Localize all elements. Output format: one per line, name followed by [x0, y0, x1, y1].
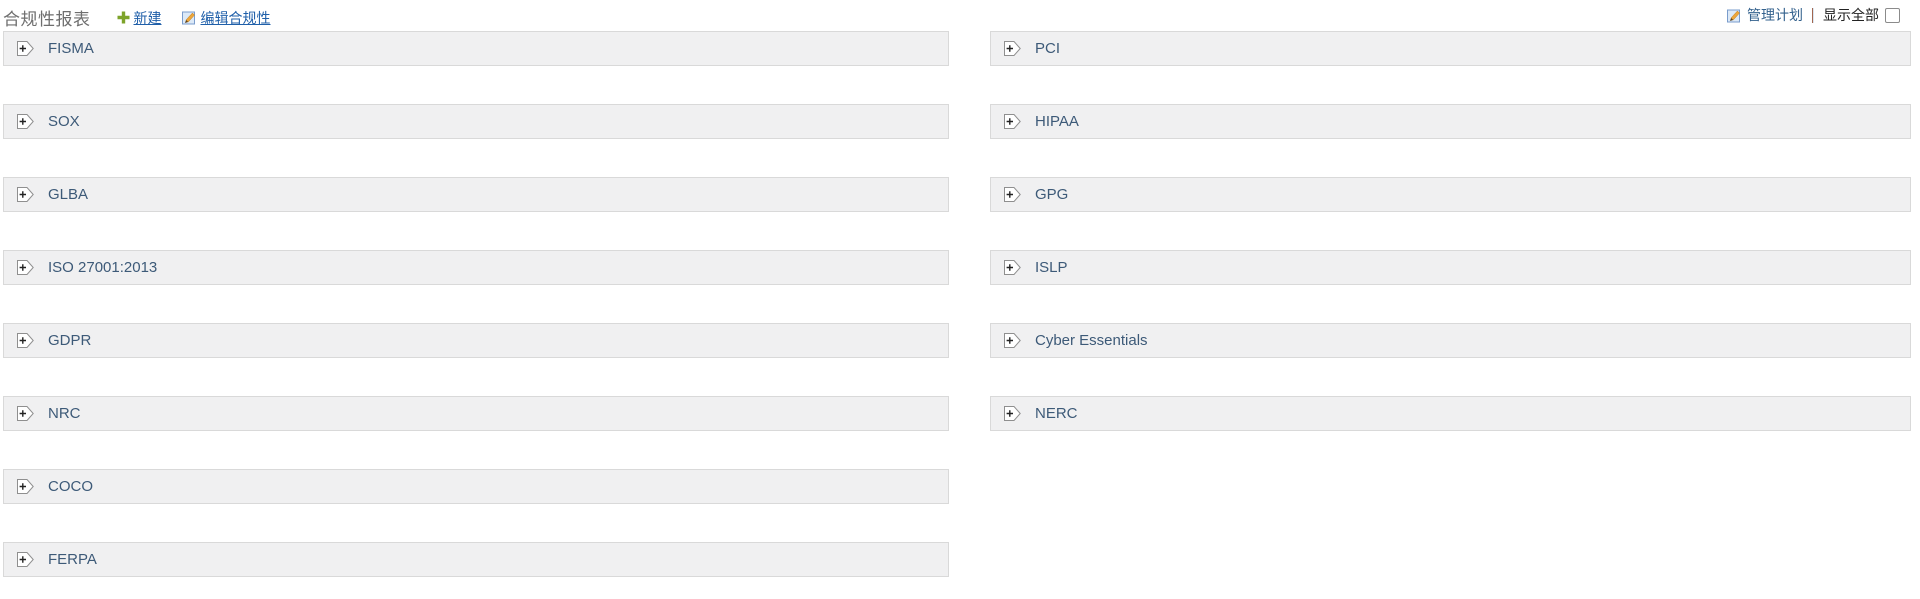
expand-plus-icon[interactable] [17, 41, 34, 56]
edit-pencil-icon [1727, 8, 1742, 23]
expand-plus-icon[interactable] [17, 333, 34, 348]
panel-glba[interactable]: GLBA [3, 177, 949, 212]
expand-plus-icon[interactable] [1004, 41, 1021, 56]
panel-sox[interactable]: SOX [3, 104, 949, 139]
panel-label: ISO 27001:2013 [48, 259, 158, 276]
expand-plus-icon[interactable] [17, 552, 34, 567]
panel-label: HIPAA [1035, 113, 1079, 130]
panel-gdpr[interactable]: GDPR [3, 323, 949, 358]
panel-label: PCI [1035, 40, 1061, 57]
manage-plan-label: 管理计划 [1747, 7, 1803, 23]
expand-plus-icon[interactable] [17, 406, 34, 421]
show-all-label: 显示全部 [1823, 7, 1879, 23]
show-all-checkbox[interactable] [1885, 7, 1900, 23]
expand-plus-icon[interactable] [17, 187, 34, 202]
panel-label: FERPA [48, 551, 97, 568]
header-right-group: 管理计划 显示全部 [1727, 5, 1900, 25]
left-column: FISMA SOX GLBA ISO 27001:2013 GDPR [3, 31, 949, 599]
edit-pencil-icon [181, 10, 197, 25]
panel-label: Cyber Essentials [1035, 332, 1148, 349]
panel-nrc[interactable]: NRC [3, 396, 949, 431]
expand-plus-icon[interactable] [1004, 114, 1021, 129]
panel-islp[interactable]: ISLP [990, 250, 1911, 285]
manage-plan-button[interactable]: 管理计划 [1727, 5, 1803, 25]
panel-label: SOX [48, 113, 80, 130]
panel-fisma[interactable]: FISMA [3, 31, 949, 66]
panel-nerc[interactable]: NERC [990, 396, 1911, 431]
panel-label: GDPR [48, 332, 92, 349]
compliance-panels-area: FISMA SOX GLBA ISO 27001:2013 GDPR [0, 31, 1920, 599]
panel-label: GLBA [48, 186, 89, 203]
edit-compliance-label: 编辑合规性 [200, 9, 271, 26]
panel-label: GPG [1035, 186, 1069, 203]
panel-ferpa[interactable]: FERPA [3, 542, 949, 577]
expand-plus-icon[interactable] [1004, 406, 1021, 421]
plus-icon [117, 11, 130, 24]
new-button-label: 新建 [133, 9, 162, 26]
panel-label: ISLP [1035, 259, 1068, 276]
panel-iso-27001-2013[interactable]: ISO 27001:2013 [3, 250, 949, 285]
panel-hipaa[interactable]: HIPAA [990, 104, 1911, 139]
panel-pci[interactable]: PCI [990, 31, 1911, 66]
panel-label: FISMA [48, 40, 94, 57]
expand-plus-icon[interactable] [1004, 187, 1021, 202]
panel-label: NERC [1035, 405, 1078, 422]
vertical-separator [1812, 7, 1813, 23]
header-bar: 合规性报表 新建 编辑合规性 [0, 0, 1920, 31]
expand-plus-icon[interactable] [17, 114, 34, 129]
expand-plus-icon[interactable] [17, 479, 34, 494]
right-column: PCI HIPAA GPG ISLP Cyber Essentials [990, 31, 1911, 599]
expand-plus-icon[interactable] [1004, 260, 1021, 275]
page-title: 合规性报表 [3, 10, 91, 29]
panel-label: NRC [48, 405, 81, 422]
expand-plus-icon[interactable] [17, 260, 34, 275]
new-button[interactable]: 新建 [117, 8, 162, 28]
panel-gpg[interactable]: GPG [990, 177, 1911, 212]
header-left-group: 合规性报表 新建 编辑合规性 [3, 5, 1920, 30]
panel-cyber-essentials[interactable]: Cyber Essentials [990, 323, 1911, 358]
panel-coco[interactable]: COCO [3, 469, 949, 504]
expand-plus-icon[interactable] [1004, 333, 1021, 348]
panel-label: COCO [48, 478, 93, 495]
edit-compliance-button[interactable]: 编辑合规性 [181, 8, 271, 28]
